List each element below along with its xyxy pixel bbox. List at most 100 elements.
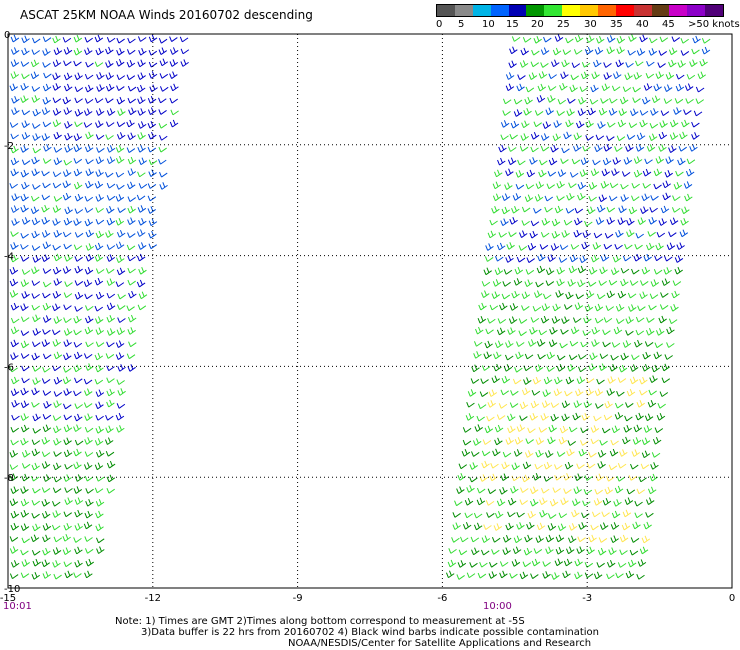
wind-barb (487, 488, 497, 495)
wind-barb (21, 269, 31, 275)
wind-barb (538, 71, 548, 79)
wind-barb (635, 232, 644, 239)
wind-barb (683, 181, 693, 189)
wind-barb (623, 157, 633, 165)
wind-barb (74, 509, 83, 518)
wind-barb (63, 437, 72, 446)
wind-barb (497, 157, 506, 166)
wind-barb (21, 377, 30, 384)
wind-barb (651, 95, 661, 104)
legend-swatch-3 (490, 5, 509, 16)
wind-barb (582, 330, 591, 336)
wind-barb (556, 364, 566, 372)
legend-color-bar (436, 4, 724, 17)
wind-barb (94, 180, 104, 189)
wind-barb (668, 47, 678, 56)
wind-barb (106, 365, 115, 372)
wind-barb (691, 121, 700, 128)
wind-barb (116, 96, 126, 105)
wind-barb (473, 351, 482, 359)
wind-barb (64, 83, 73, 92)
wind-barb (94, 316, 104, 324)
wind-barb (562, 570, 571, 579)
wind-barb (654, 342, 663, 349)
wind-barb (567, 98, 576, 104)
wind-barb (31, 95, 40, 103)
wind-barb (566, 448, 575, 457)
wind-barb (138, 157, 148, 166)
wind-barb (52, 266, 62, 275)
wind-barb (577, 182, 587, 190)
wind-barb (73, 47, 83, 56)
wind-barb (620, 278, 629, 287)
wind-barb (626, 388, 636, 397)
wind-barb (671, 36, 681, 42)
wind-barb (85, 158, 94, 165)
wind-barb (594, 144, 603, 153)
wind-barb (42, 414, 52, 420)
wind-barb (512, 193, 522, 201)
wind-barb (11, 376, 20, 385)
wind-barb (74, 474, 84, 482)
wind-barb (552, 303, 561, 312)
wind-barb (10, 71, 20, 79)
wind-barb (148, 50, 158, 56)
wind-barb (53, 131, 62, 140)
wind-barb (63, 474, 72, 482)
wind-barb (9, 267, 19, 275)
wind-barb (95, 341, 105, 348)
wind-barb (546, 351, 556, 360)
wind-barb (106, 278, 116, 286)
wind-barb (532, 472, 542, 481)
wind-barb (11, 193, 20, 201)
wind-barb (31, 293, 40, 299)
wind-barb (95, 364, 104, 373)
wind-barb (586, 35, 595, 43)
wind-barb (32, 523, 41, 532)
wind-barb (63, 243, 72, 250)
wind-barb (106, 195, 116, 201)
wind-barb (41, 559, 50, 568)
wind-barb (507, 413, 516, 422)
wind-barb (10, 388, 20, 397)
wind-barb (598, 107, 608, 116)
wind-barb (481, 365, 491, 371)
wind-barb (502, 98, 512, 105)
wind-barb (10, 242, 19, 250)
wind-barb (31, 280, 41, 286)
wind-barb (84, 196, 94, 202)
wind-barb (52, 182, 62, 189)
wind-barb (601, 168, 611, 177)
latitude-labels: 0 -2 -4 -6 -8 -10 (4, 30, 20, 595)
wind-barb (42, 547, 51, 556)
wind-barb (524, 96, 533, 105)
wind-barb (578, 366, 587, 373)
wind-barb (169, 59, 179, 67)
wind-barb (158, 38, 168, 44)
wind-barb (594, 47, 604, 55)
wind-barb (9, 83, 18, 92)
wind-barb (501, 461, 510, 470)
wind-barb (590, 438, 600, 445)
wind-barb (496, 242, 506, 251)
wind-barb (492, 448, 501, 457)
wind-barb (20, 303, 29, 311)
wind-barb (574, 207, 584, 214)
wind-barb (573, 486, 582, 495)
wind-barb (488, 571, 498, 579)
wind-barb (527, 339, 537, 347)
wind-barb (639, 119, 648, 128)
wind-barb (106, 377, 115, 384)
wind-barb (640, 463, 650, 470)
wind-barb (115, 412, 125, 421)
wind-barb (507, 511, 516, 518)
wind-barb (617, 562, 627, 568)
wind-barb (53, 47, 63, 56)
wind-barb (62, 231, 72, 238)
wind-barb (106, 244, 116, 250)
footnote-line-2: 3)Data buffer is 22 hrs from 20160702 4)… (141, 627, 599, 638)
wind-barb (663, 84, 673, 93)
wind-barb (643, 83, 653, 91)
wind-barb (489, 304, 499, 311)
wind-barb (52, 303, 61, 312)
